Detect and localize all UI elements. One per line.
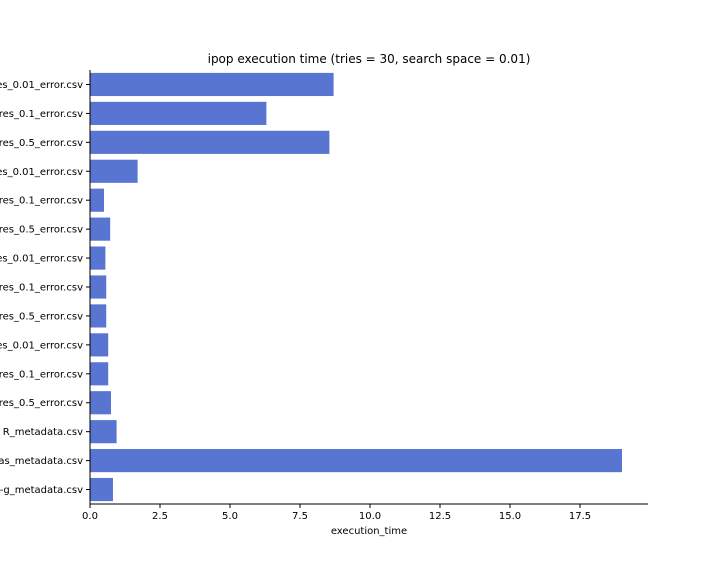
x-tick-label: 0.0 (82, 511, 98, 522)
category-label: res_0.5_error.csv (0, 311, 83, 322)
category-labels-group: es_0.01_error.csv res_0.1_error.csv res_0.… (0, 80, 90, 496)
bar (90, 362, 109, 386)
category-label: R_metadata.csv (3, 427, 83, 438)
bar (90, 188, 104, 212)
category-label: res_0.5_error.csv (0, 398, 83, 409)
chart-title: ipop execution time (tries = 30, search … (208, 52, 531, 66)
category-label: as_metadata.csv (0, 456, 83, 467)
category-label: res_0.1_error.csv (0, 369, 83, 380)
bars-group (90, 72, 622, 502)
category-label: res_0.5_error.csv (0, 138, 83, 149)
category-label: es_0.01_error.csv (0, 254, 83, 265)
category-label: res_0.1_error.csv (0, 196, 83, 207)
bar (90, 420, 117, 444)
bar (90, 159, 138, 183)
bar (90, 449, 622, 473)
x-tick-label: 17.5 (569, 511, 591, 522)
x-ticks-group: 0.0 2.5 5.0 7.5 10.0 12.5 15.0 17.5 (82, 504, 591, 522)
category-label: res_0.1_error.csv (0, 283, 83, 294)
bar (90, 72, 334, 97)
x-tick-label: 10.0 (359, 511, 381, 522)
bar (90, 391, 111, 415)
category-label: res_0.5_error.csv (0, 225, 83, 236)
bar (90, 275, 107, 299)
bar (90, 304, 107, 328)
bar (90, 101, 267, 125)
bar (90, 246, 106, 270)
bar (90, 333, 109, 357)
x-axis-label: execution_time (331, 526, 407, 537)
category-label: es_0.01_error.csv (0, 80, 83, 91)
bar (90, 217, 111, 241)
x-tick-label: 15.0 (499, 511, 521, 522)
category-label: -g_metadata.csv (0, 485, 83, 496)
x-tick-label: 2.5 (152, 511, 168, 522)
bar (90, 477, 113, 502)
x-tick-label: 7.5 (292, 511, 308, 522)
x-tick-label: 12.5 (429, 511, 451, 522)
category-label: res_0.1_error.csv (0, 109, 83, 120)
bar (90, 130, 330, 154)
category-label: es_0.01_error.csv (0, 340, 83, 351)
x-tick-label: 5.0 (222, 511, 238, 522)
category-label: es_0.01_error.csv (0, 167, 83, 178)
